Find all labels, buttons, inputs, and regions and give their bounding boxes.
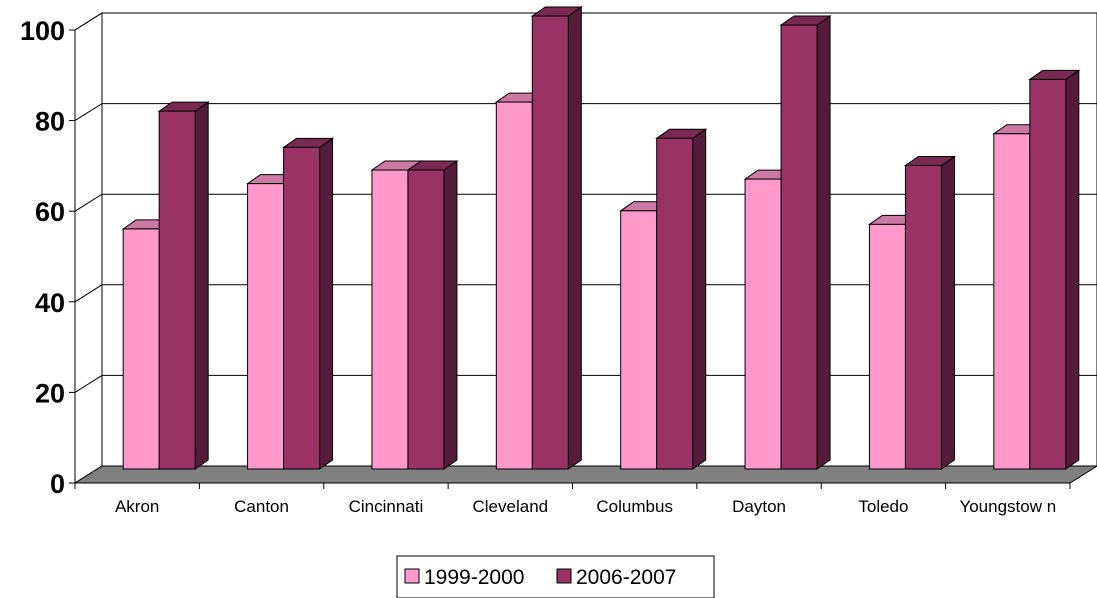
bar-side [692,128,707,470]
chart-walls [74,12,1097,484]
y-tick-label: 100 [20,16,65,46]
gridline [74,12,1097,31]
bar [1028,69,1081,470]
bar-front [247,183,285,470]
bar-front [904,164,942,470]
bar-front [371,169,409,470]
bar-front [158,110,196,470]
x-tick-label: Dayton [732,497,786,516]
bar-front [495,101,533,470]
bar-side [194,101,209,470]
legend-swatch [404,568,420,584]
floor-plane [73,465,1097,484]
bar-front [407,169,445,470]
bar-side [443,160,458,470]
x-axis-ticks: Akron Canton Cincinnati Cleveland Columbus Da… [74,483,1071,516]
y-tick-label: 60 [35,197,65,227]
bar [903,155,957,470]
bar-front [283,146,321,470]
x-tick-label: Youngstow n [959,497,1056,516]
bar-front [656,137,694,470]
gridline [74,103,1097,122]
bar [530,6,583,470]
bar-front [531,15,569,470]
bar-front [993,133,1031,470]
legend-label: 2006-2007 [576,566,676,589]
chart-floor [73,465,1097,484]
bar [281,137,335,470]
x-tick-label: Cleveland [473,497,549,516]
bar-front [122,228,160,470]
bar [779,15,832,470]
y-tick-label: 20 [35,378,65,408]
bar-front [868,223,906,470]
bar-side [940,155,955,470]
bar [655,128,708,470]
bar-side [567,6,582,470]
y-tick-label: 80 [35,107,65,137]
bar [406,160,459,470]
bar-front [620,210,658,470]
y-tick-label: 40 [35,288,65,318]
bar [157,101,210,470]
bar-front [1029,78,1067,470]
x-tick-label: Toledo [858,497,908,516]
legend-label: 1999-2000 [424,566,524,589]
x-tick-label: Columbus [596,497,673,516]
y-axis-ticks: 0 20 40 60 80 100 [20,16,75,499]
x-tick-label: Canton [234,497,289,516]
bar-front [780,24,818,470]
legend-swatch [556,568,572,584]
bars [121,6,1081,470]
x-tick-label: Akron [115,497,159,516]
bar-side [1065,69,1080,470]
bar-side [319,137,334,470]
legend-box [396,555,715,598]
x-tick-label: Cincinnati [349,497,424,516]
legend: 1999-2000 2006-2007 [396,555,715,598]
bar-side [816,15,831,470]
y-tick-label: 0 [50,469,65,499]
side-wall [74,12,103,484]
bar-front [744,178,782,470]
